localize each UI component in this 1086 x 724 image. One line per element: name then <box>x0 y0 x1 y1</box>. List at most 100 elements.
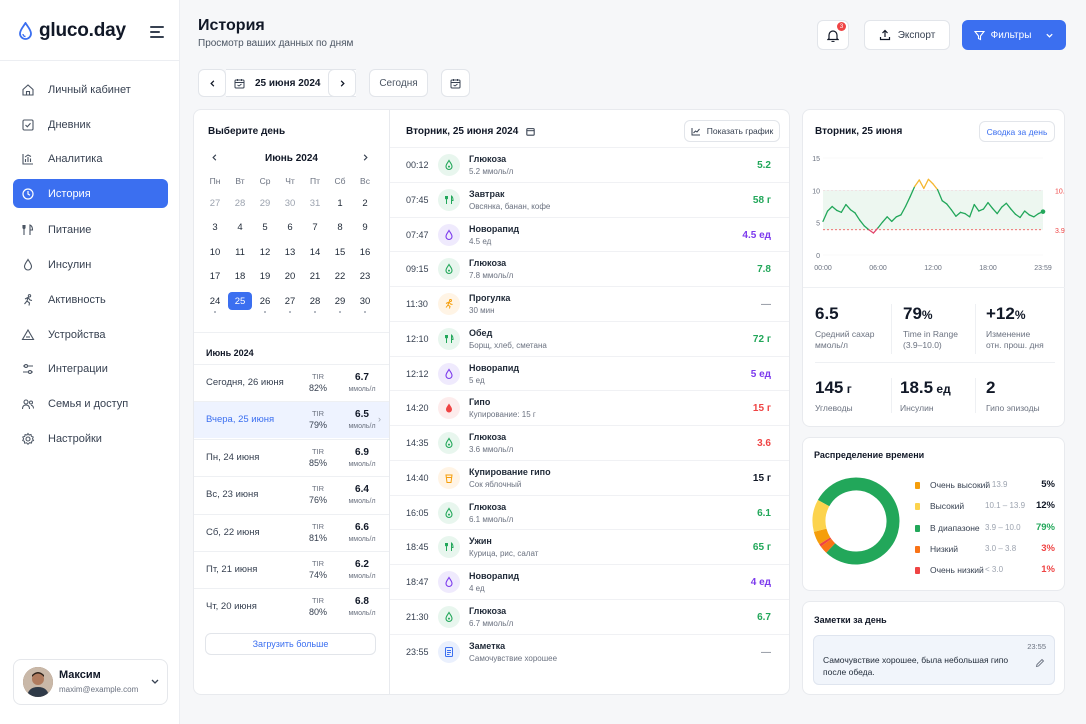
calendar-day[interactable]: 23 <box>359 271 371 283</box>
app-logo[interactable]: gluco.day <box>18 20 126 42</box>
distribution-panel: Распределение времени Очень высокий > 13.… <box>802 437 1065 591</box>
calendar-day[interactable]: 7 <box>312 222 318 234</box>
calendar-day[interactable]: 27 <box>284 295 296 307</box>
day-summary-button[interactable]: Сводка за день <box>979 121 1055 142</box>
calendar-day[interactable]: 17 <box>209 271 221 283</box>
timeline-event[interactable]: 14:20 Гипо Купирование: 15 г 15 г <box>390 390 789 425</box>
calendar-title: Выберите день <box>208 126 286 137</box>
prev-month-icon[interactable] <box>210 153 219 162</box>
calendar-day[interactable]: 24 <box>209 295 221 307</box>
nav-item-family[interactable]: Семья и доступ <box>13 389 168 418</box>
nav-item-insulin[interactable]: Инсулин <box>13 250 168 279</box>
calendar-day[interactable]: 11 <box>235 246 245 258</box>
calendar-day[interactable]: 13 <box>284 246 296 258</box>
day-row[interactable]: Пн, 24 июня TIR 85% 6.9 ммоль/л <box>194 438 389 476</box>
calendar-day[interactable]: 6 <box>287 222 293 234</box>
calendar-day[interactable]: 22 <box>334 271 346 283</box>
calendar-day[interactable]: 15 <box>334 246 346 258</box>
timeline-event[interactable]: 11:30 Прогулка 30 мин — <box>390 286 789 321</box>
prev-day-button[interactable] <box>198 69 226 97</box>
note-card[interactable]: 23:55 Самочувствие хорошее, была небольш… <box>813 635 1055 685</box>
calendar-day[interactable]: 9 <box>362 222 368 234</box>
calendar-day[interactable]: 27 <box>209 197 221 209</box>
calendar-button[interactable] <box>441 69 470 97</box>
calendar-day[interactable]: 28 <box>234 197 246 209</box>
nav-item-analytics[interactable]: Аналитика <box>13 144 168 173</box>
user-card[interactable]: Максим maxim@example.com <box>13 659 168 705</box>
donut-slice <box>812 500 830 532</box>
timeline-event[interactable]: 12:12 Новорапид 5 ед 5 ед <box>390 355 789 391</box>
timeline-event[interactable]: 18:47 Новорапид 4 ед 4 ед <box>390 564 789 599</box>
calendar-day[interactable]: 8 <box>337 222 343 234</box>
load-more-button[interactable]: Загрузить больше <box>205 633 376 655</box>
calendar-day[interactable]: 2 <box>362 197 368 209</box>
timeline-event[interactable]: 09:15 Глюкоза 7.8 ммоль/л 7.8 <box>390 251 789 286</box>
calendar-day[interactable]: 26 <box>259 295 271 307</box>
glucose-line-segment <box>936 189 943 202</box>
chevron-down-icon[interactable] <box>150 676 160 686</box>
event-time: 12:10 <box>406 333 429 344</box>
chevron-down-icon <box>1046 33 1054 38</box>
day-row[interactable]: Вс, 23 июня TIR 76% 6.4 ммоль/л <box>194 476 389 513</box>
calendar-day[interactable]: 4 <box>237 222 243 234</box>
nav-item-integrations[interactable]: Интеграции <box>13 354 168 383</box>
nav-item-food[interactable]: Питание <box>13 215 168 244</box>
calendar-day[interactable]: 20 <box>284 271 296 283</box>
nav-item-activity[interactable]: Активность <box>13 285 168 314</box>
calendar-weekday: Вс <box>360 176 370 186</box>
calendar-day[interactable]: 21 <box>309 271 321 283</box>
timeline-event[interactable]: 00:12 Глюкоза 5.2 ммоль/л 5.2 <box>390 147 789 182</box>
nav-item-history[interactable]: История <box>13 179 168 208</box>
day-row[interactable]: Вчера, 25 июня TIR 79% 6.5 ммоль/л › <box>194 401 389 439</box>
nav-item-devices[interactable]: Устройства <box>13 320 168 349</box>
edit-icon[interactable] <box>1035 658 1045 668</box>
event-name: Обед <box>469 327 493 338</box>
calendar-day[interactable]: 16 <box>359 246 371 258</box>
filters-button[interactable]: Фильтры <box>962 20 1066 50</box>
export-button[interactable]: Экспорт <box>864 20 950 50</box>
calendar-day[interactable]: 18 <box>234 271 246 283</box>
calendar-day[interactable]: 10 <box>209 246 221 258</box>
range-bounds: 3.0 – 3.8 <box>985 543 1017 553</box>
next-month-icon[interactable] <box>361 153 370 162</box>
timeline-event[interactable]: 23:55 Заметка Самочувствие хорошее — <box>390 633 789 669</box>
calendar-day[interactable]: 3 <box>212 222 218 234</box>
nav-label: Семья и доступ <box>48 397 129 410</box>
timeline-event[interactable]: 14:40 Купирование гипо Сок яблочный 15 г <box>390 459 789 495</box>
calendar-day[interactable]: 1 <box>337 197 343 209</box>
menu-toggle-icon[interactable] <box>150 26 164 38</box>
calendar-day[interactable]: 31 <box>309 197 321 209</box>
glucose-line-segment <box>845 203 852 211</box>
nav-item-diary[interactable]: Дневник <box>13 110 168 139</box>
day-row[interactable]: Сегодня, 26 июня TIR 82% 6.7 ммоль/л <box>194 364 389 401</box>
calendar-day-selected[interactable]: 25 <box>228 292 252 311</box>
timeline-event[interactable]: 12:10 Обед Борщ, хлеб, сметана 72 г <box>390 320 789 356</box>
timeline-event[interactable]: 21:30 Глюкоза 6.7 ммоль/л 6.7 <box>390 598 789 634</box>
calendar-day[interactable]: 12 <box>259 246 271 258</box>
day-row[interactable]: Сб, 22 июня TIR 81% 6.6 ммоль/л <box>194 513 389 551</box>
glucose-line-segment <box>1033 212 1040 218</box>
notifications-button[interactable] <box>817 20 849 50</box>
timeline-event[interactable]: 16:05 Глюкоза 6.1 ммоль/л 6.1 <box>390 494 789 530</box>
calendar-day[interactable]: 30 <box>284 197 296 209</box>
activity-icon <box>21 293 35 307</box>
calendar-day[interactable]: 28 <box>309 295 321 307</box>
nav-item-settings[interactable]: Настройки <box>13 424 168 453</box>
event-desc: Борщ, хлеб, сметана <box>469 340 547 350</box>
next-day-button[interactable] <box>328 69 356 97</box>
calendar-day[interactable]: 19 <box>259 271 271 283</box>
calendar-day[interactable]: 29 <box>259 197 271 209</box>
show-chart-button[interactable]: Показать график <box>684 120 780 142</box>
today-button[interactable]: Сегодня <box>369 69 428 97</box>
timeline-event[interactable]: 07:45 Завтрак Овсянка, банан, кофе 58 г <box>390 181 789 217</box>
calendar-day[interactable]: 29 <box>334 295 346 307</box>
calendar-day[interactable]: 5 <box>262 222 268 234</box>
calendar-day[interactable]: 30 <box>359 295 371 307</box>
nav-item-home[interactable]: Личный кабинет <box>13 75 168 104</box>
timeline-event[interactable]: 18:45 Ужин Курица, рис, салат 65 г <box>390 529 789 564</box>
timeline-event[interactable]: 07:47 Новорапид 4.5 ед 4.5 ед <box>390 216 789 252</box>
calendar-day[interactable]: 14 <box>309 246 321 258</box>
day-row[interactable]: Чт, 20 июня TIR 80% 6.8 ммоль/л <box>194 588 389 625</box>
day-row[interactable]: Пт, 21 июня TIR 74% 6.2 ммоль/л <box>194 551 389 588</box>
timeline-event[interactable]: 14:35 Глюкоза 3.6 ммоль/л 3.6 <box>390 425 789 460</box>
